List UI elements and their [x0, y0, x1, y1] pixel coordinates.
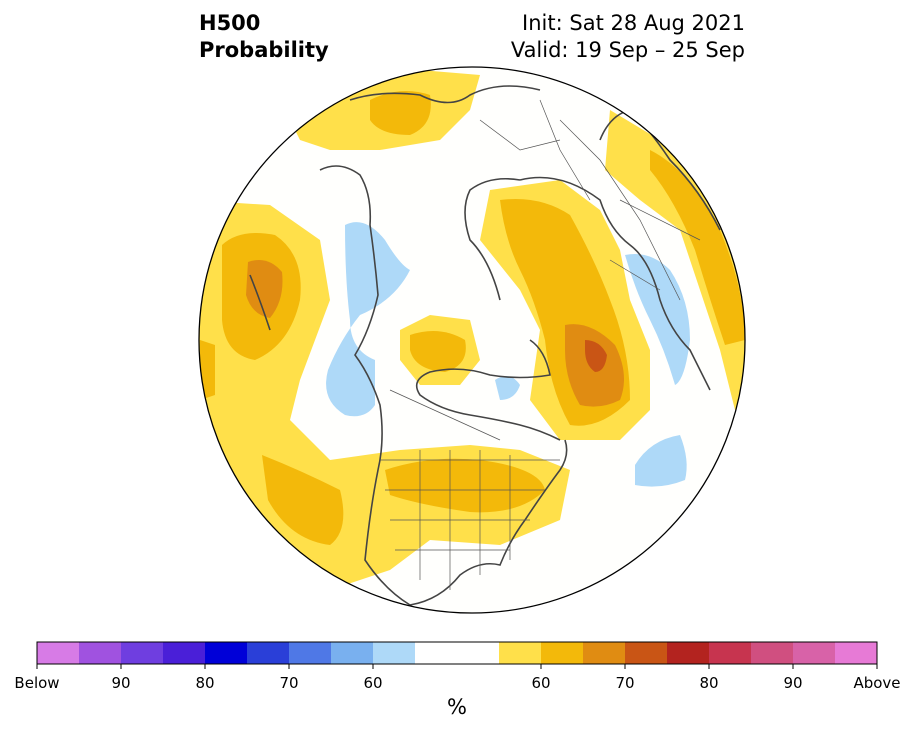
colorbar-tick-label: Below [14, 674, 60, 692]
colorbar-cell [625, 642, 668, 664]
above-70-75-shading [585, 340, 607, 372]
colorbar-tick-label: 60 [531, 674, 551, 692]
colorbar-frame [36, 641, 878, 665]
colorbar-cell [163, 642, 206, 664]
colorbar-cell [541, 642, 584, 664]
colorbar-cell [247, 642, 290, 664]
colorbar-cell [121, 642, 164, 664]
colorbar-tick-label: 90 [111, 674, 131, 692]
colorbar-ticks [36, 664, 878, 669]
colorbar-cell [79, 642, 122, 664]
colorbar-tick-label: Above [853, 674, 901, 692]
colorbar-cell [583, 642, 626, 664]
colorbar-tick-label: 80 [699, 674, 719, 692]
colorbar-cell [667, 642, 710, 664]
variable-label: H500 [199, 11, 261, 35]
polar-map [198, 66, 746, 614]
colorbar-cell [415, 642, 458, 664]
colorbar-cell [709, 642, 752, 664]
political-borders [380, 99, 701, 590]
colorbar-tick-label: 60 [363, 674, 383, 692]
valid-range: Valid: 19 Sep – 25 Sep [510, 38, 745, 62]
colorbar-tick-label: 70 [615, 674, 635, 692]
colorbar-tick-label: 70 [279, 674, 299, 692]
colorbar-cell [331, 642, 374, 664]
date-info: Init: Sat 28 Aug 2021 Valid: 19 Sep – 25… [511, 10, 745, 64]
colorbar-cells [37, 642, 878, 664]
colorbar-cell [373, 642, 416, 664]
colorbar-tick-label: 80 [195, 674, 215, 692]
colorbar-unit: % [447, 695, 467, 719]
product-label: Probability [199, 38, 329, 62]
coastlines [249, 85, 721, 606]
colorbar-cell [37, 642, 80, 664]
colorbar-cell [289, 642, 332, 664]
colorbar-cell [499, 642, 542, 664]
init-date: Init: Sat 28 Aug 2021 [522, 11, 745, 35]
colorbar-cell [835, 642, 878, 664]
chart-title: H500 Probability [199, 10, 329, 64]
map-boundary [198, 66, 746, 614]
colorbar-cell [751, 642, 794, 664]
colorbar-cell [457, 642, 500, 664]
colorbar-tick-label: 90 [783, 674, 803, 692]
colorbar-cell [793, 642, 836, 664]
colorbar-cell [205, 642, 248, 664]
